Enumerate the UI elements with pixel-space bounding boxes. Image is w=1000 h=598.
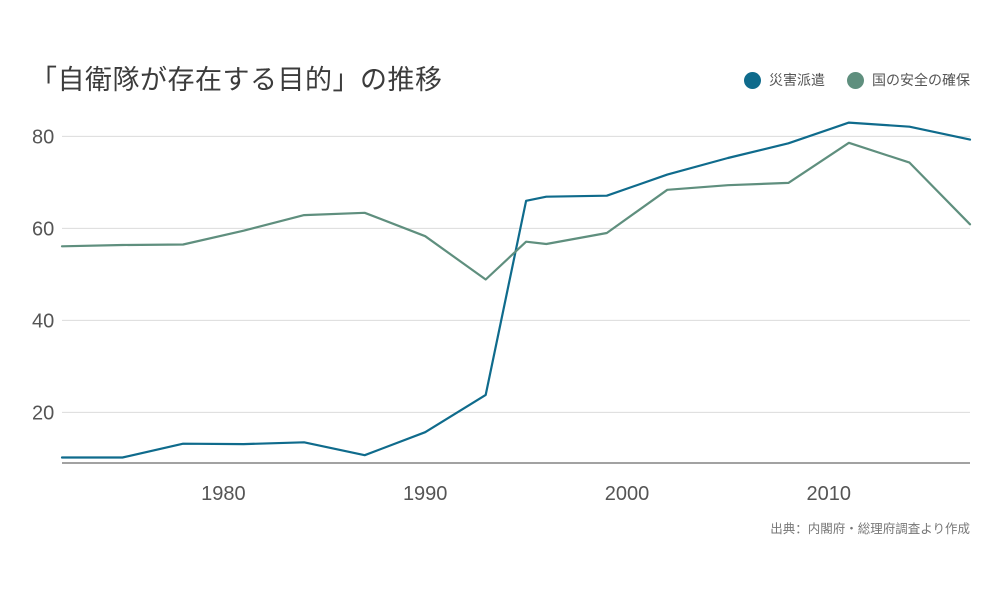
source-note: 出典：内閣府・総理府調査より作成 (770, 521, 970, 536)
x-tick-label: 2000 (605, 483, 650, 505)
legend-swatch-disaster (744, 71, 761, 89)
x-tick-label: 1990 (403, 483, 448, 505)
legend-swatch-security (847, 71, 864, 89)
chart-title: 「自衛隊が存在する目的」の推移 (30, 65, 443, 96)
y-tick-label: 20 (32, 402, 54, 424)
legend-item-security: 国の安全の確保 (847, 70, 970, 90)
legend-label-security: 国の安全の確保 (872, 73, 970, 89)
legend: 災害派遣 国の安全の確保 (744, 70, 970, 90)
x-tick-label: 2010 (807, 483, 852, 505)
y-tick-label: 80 (32, 126, 54, 148)
x-tick-label: 1980 (201, 483, 246, 505)
y-tick-label: 40 (32, 310, 54, 332)
legend-item-disaster: 災害派遣 (744, 70, 825, 90)
series-line-security (60, 141, 972, 281)
y-tick-label: 60 (32, 218, 54, 240)
legend-label-disaster: 災害派遣 (769, 73, 825, 89)
series-line-disaster (60, 121, 972, 459)
